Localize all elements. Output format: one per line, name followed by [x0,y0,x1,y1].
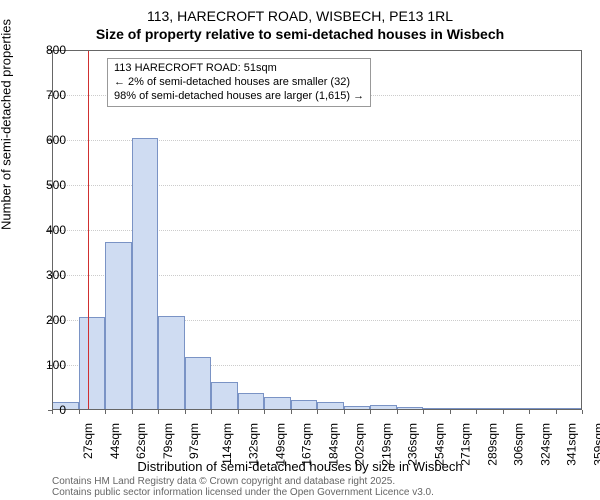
x-tick-label: 44sqm [108,423,122,459]
x-tick-mark [370,410,371,414]
footer-line1: Contains HM Land Registry data © Crown c… [52,476,434,487]
x-tick-label: 236sqm [406,423,420,466]
x-tick-label: 254sqm [432,423,446,466]
x-tick-mark [185,410,186,414]
plot-area: 113 HARECROFT ROAD: 51sqm ← 2% of semi-d… [52,50,582,410]
x-tick-label: 27sqm [81,423,95,459]
x-tick-mark [450,410,451,414]
x-tick-mark [582,410,583,414]
y-tick-label: 300 [46,268,66,282]
x-tick-label: 202sqm [353,423,367,466]
x-tick-label: 132sqm [247,423,261,466]
x-tick-mark [317,410,318,414]
x-tick-mark [158,410,159,414]
x-tick-mark [132,410,133,414]
annotation-line2: ← 2% of semi-detached houses are smaller… [114,76,364,90]
x-tick-label: 324sqm [538,423,552,466]
x-tick-label: 114sqm [219,423,233,465]
footer-text: Contains HM Land Registry data © Crown c… [52,476,434,498]
y-tick-label: 100 [46,358,66,372]
footer-line2: Contains public sector information licen… [52,487,434,498]
chart-title-line1: 113, HARECROFT ROAD, WISBECH, PE13 1RL [0,8,600,24]
y-tick-label: 400 [46,223,66,237]
x-tick-mark [344,410,345,414]
x-tick-label: 359sqm [591,423,600,466]
annotation-line1: 113 HARECROFT ROAD: 51sqm [114,62,364,76]
x-tick-mark [503,410,504,414]
x-tick-label: 271sqm [459,423,473,466]
x-tick-label: 289sqm [485,423,499,466]
x-tick-mark [211,410,212,414]
x-tick-mark [556,410,557,414]
x-tick-label: 149sqm [273,423,287,466]
y-tick-label: 200 [46,313,66,327]
x-tick-mark [529,410,530,414]
y-tick-label: 700 [46,88,66,102]
chart-container: 113, HARECROFT ROAD, WISBECH, PE13 1RL S… [0,0,600,500]
x-tick-mark [238,410,239,414]
x-tick-mark [264,410,265,414]
y-tick-label: 0 [59,403,66,417]
y-axis-label: Number of semi-detached properties [0,19,14,230]
annotation-box: 113 HARECROFT ROAD: 51sqm ← 2% of semi-d… [107,58,371,107]
x-tick-mark [79,410,80,414]
x-tick-label: 341sqm [565,423,579,466]
y-tick-label: 800 [46,43,66,57]
x-tick-mark [291,410,292,414]
x-tick-mark [397,410,398,414]
x-tick-mark [476,410,477,414]
annotation-line3: 98% of semi-detached houses are larger (… [114,90,364,104]
chart-title-line2: Size of property relative to semi-detach… [0,26,600,42]
y-tick-label: 500 [46,178,66,192]
x-tick-label: 219sqm [379,423,393,466]
x-tick-label: 167sqm [300,423,314,466]
x-tick-mark [52,410,53,414]
y-tick-label: 600 [46,133,66,147]
x-tick-mark [105,410,106,414]
x-tick-mark [423,410,424,414]
x-tick-label: 306sqm [512,423,526,466]
x-tick-label: 79sqm [161,423,175,459]
x-tick-label: 184sqm [326,423,340,466]
x-tick-label: 62sqm [134,423,148,459]
x-tick-label: 97sqm [187,423,201,459]
